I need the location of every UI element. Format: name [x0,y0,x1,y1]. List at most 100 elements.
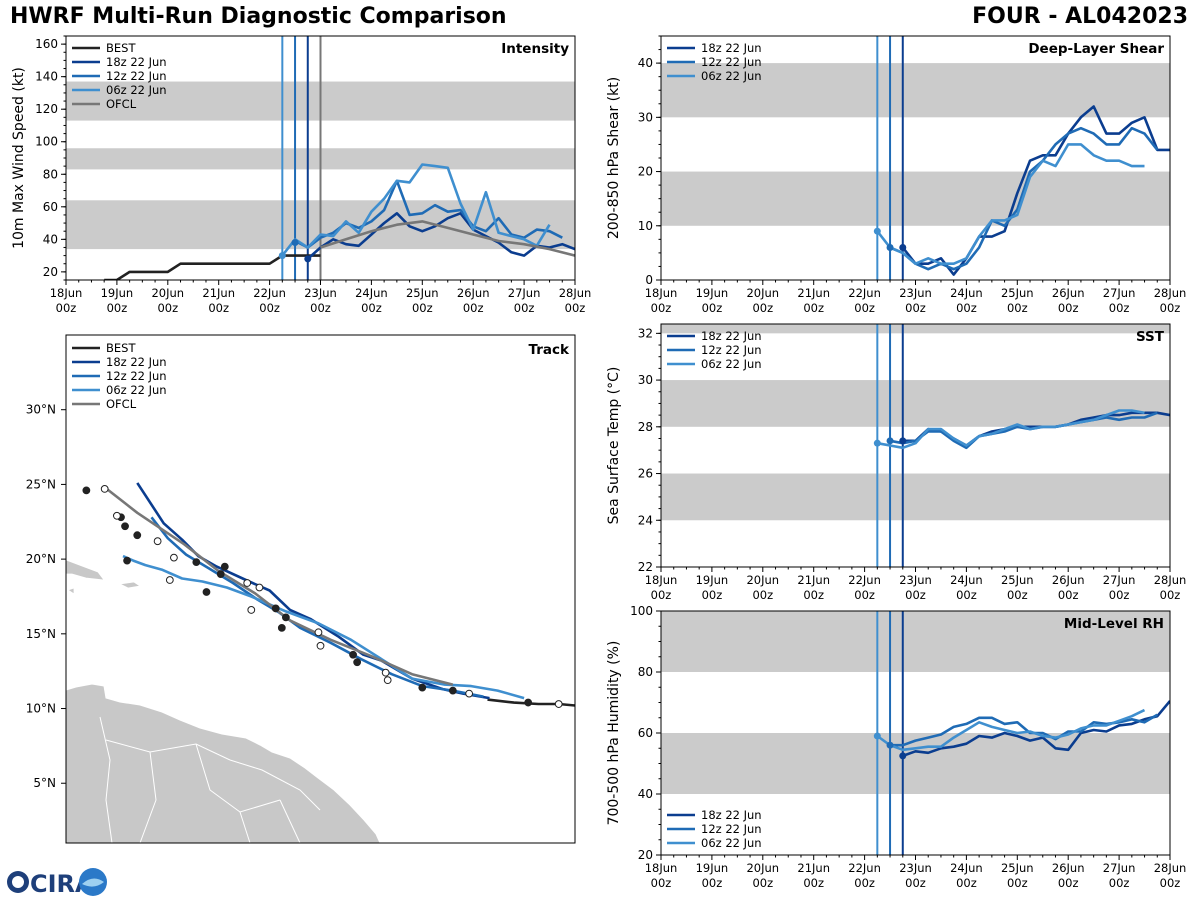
rh-x-tick-label: 00z [651,876,672,890]
track-line [122,554,525,700]
intensity-series-line [320,220,575,257]
rh-y-tick-label: 20 [638,848,653,862]
track-legend-label: OFCL [106,397,137,411]
rh-legend-label: 12z 22 Jun [701,822,762,836]
track-position-marker [349,650,357,659]
intensity-init-marker [304,255,312,263]
sst-y-axis-label: Sea Surface Temp (°C) [606,367,622,525]
intensity-x-tick-label: 00z [157,301,178,315]
track-lat-label: 25°N [26,477,56,491]
sst-x-tick-label: 23Jun [899,573,932,587]
rh-y-tick-label: 100 [630,604,653,618]
rh-x-tick-label: 00z [905,876,926,890]
sst-x-tick-label: 20Jun [746,573,779,587]
shear-legend-label: 12z 22 Jun [701,55,762,69]
country-border [239,811,251,843]
track-position-marker [121,522,129,531]
intensity-x-tick-label: 00z [463,301,484,315]
shear-x-tick-label: 00z [1007,301,1028,315]
sst-y-tick-label: 22 [638,560,653,574]
track-position-marker [202,588,211,596]
shear-x-tick-label: 28Jun [1154,286,1187,300]
country-border [99,716,113,843]
shear-y-axis-label: 200-850 hPa Shear (kt) [606,77,622,239]
shear-y-tick-label: 0 [645,273,653,287]
intensity-y-tick-label: 20 [43,265,58,279]
sst-x-tick-label: 28Jun [1154,573,1187,587]
track-legend-label: 06z 22 Jun [106,383,167,397]
rh-x-tick-label: 00z [956,876,977,890]
track-position-marker [381,668,390,677]
country-border [105,739,231,761]
intensity-y-tick-label: 120 [35,102,58,116]
track-position-marker [216,570,225,578]
country-border [139,751,157,843]
shear-x-tick-label: 00z [702,301,723,315]
shear-x-tick-label: 27Jun [1103,286,1136,300]
rh-series-line [902,700,1170,758]
intensity-x-tick-label: 18Jun [50,286,83,300]
sst-y-tick-label: 28 [638,420,653,434]
rh-y-axis-label: 700-500 hPa Humidity (%) [606,641,622,826]
track-line [150,516,484,698]
sst-y-tick-label: 30 [638,373,653,387]
track-legend-label: BEST [106,341,136,355]
shear-init-marker [886,243,894,251]
intensity-x-tick-label: 00z [565,301,586,315]
track-legend-label: 18z 22 Jun [106,355,167,369]
rh-x-tick-label: 27Jun [1103,861,1136,875]
track-position-marker [383,676,392,685]
track-position-marker [271,604,280,613]
intensity-x-tick-label: 00z [107,301,128,315]
shear-x-tick-label: 00z [803,301,824,315]
sst-x-tick-label: 00z [905,588,926,602]
rh-x-tick-label: 26Jun [1052,861,1085,875]
figure-title: HWRF Multi-Run Diagnostic Comparison [10,4,507,29]
rh-band [661,733,1170,794]
intensity-init-marker [278,252,286,260]
intensity-x-tick-label: 23Jun [304,286,337,300]
shear-legend-label: 18z 22 Jun [701,41,762,55]
intensity-x-tick-label: 00z [310,301,331,315]
intensity-x-tick-label: 00z [56,301,77,315]
track-position-marker [524,698,533,707]
track-position-marker [123,556,131,565]
sst-legend-label: 06z 22 Jun [701,357,762,371]
sst-x-tick-label: 00z [1109,588,1130,602]
rh-x-tick-label: 19Jun [696,861,729,875]
intensity-plot-area [66,36,575,280]
intensity-x-tick-label: 00z [259,301,280,315]
track-position-marker [277,623,286,632]
intensity-legend-label: BEST [106,41,136,55]
rh-init-marker [873,732,881,740]
intensity-x-tick-label: 20Jun [151,286,184,300]
rh-x-tick-label: 28Jun [1154,861,1187,875]
sst-init-marker [873,439,881,447]
land-island [118,581,142,589]
shear-x-tick-label: 24Jun [950,286,983,300]
rh-y-tick-label: 60 [638,726,653,740]
track-line [136,482,490,700]
track-position-marker [247,606,256,614]
track-legend-label: 12z 22 Jun [106,369,167,383]
intensity-y-tick-label: 100 [35,135,58,149]
track-position-marker [82,486,91,495]
intensity-legend-label: 18z 22 Jun [106,55,167,69]
land-island [66,559,105,581]
shear-x-tick-label: 00z [905,301,926,315]
intensity-x-tick-label: 00z [514,301,535,315]
track-map-area [66,482,575,843]
shear-x-tick-label: 22Jun [848,286,881,300]
intensity-x-tick-label: 27Jun [508,286,541,300]
sst-panel-title: SST [1136,329,1165,345]
track-lat-label: 5°N [33,776,56,790]
track-position-marker [418,683,427,692]
cira-logo: CIRA [7,868,107,898]
rh-x-tick-label: 00z [854,876,875,890]
intensity-x-tick-label: 00z [208,301,229,315]
shear-x-tick-label: 19Jun [696,286,729,300]
sst-x-tick-label: 00z [1007,588,1028,602]
sst-init-marker [899,437,907,445]
sst-x-tick-label: 00z [702,588,723,602]
